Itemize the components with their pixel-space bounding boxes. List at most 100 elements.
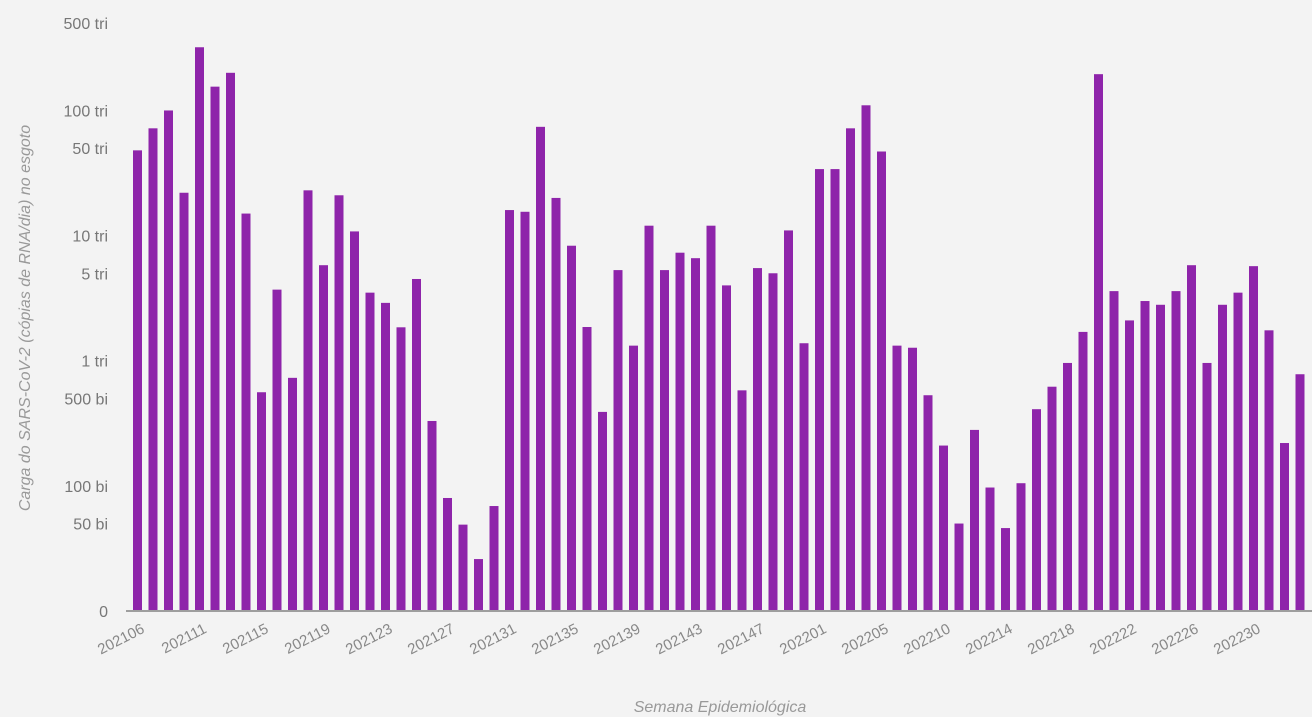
bar [303, 190, 313, 611]
x-tick-label: 202205 [839, 620, 891, 658]
x-tick-label: 202139 [591, 620, 643, 658]
x-tick-label: 202226 [1149, 620, 1201, 658]
bar [458, 524, 468, 611]
bar [474, 559, 483, 611]
y-tick-label: 100 bi [64, 479, 108, 496]
x-tick-label: 202123 [343, 620, 395, 658]
bar [520, 211, 530, 611]
bar [954, 523, 964, 611]
y-tick-label: 5 tri [81, 266, 108, 283]
bar [815, 169, 824, 611]
x-tick-label: 202218 [1025, 620, 1077, 658]
bar [443, 497, 452, 611]
bar [1280, 443, 1289, 611]
bar [365, 292, 375, 611]
bar [1233, 292, 1243, 611]
bar [923, 395, 933, 611]
y-tick-label: 10 tri [72, 229, 108, 246]
bar [1032, 409, 1041, 611]
bar [613, 270, 623, 611]
bar [1140, 301, 1150, 611]
bar [706, 225, 716, 611]
bar [288, 377, 297, 611]
bar [257, 392, 266, 611]
bar [846, 128, 855, 611]
x-tick-label: 202214 [963, 620, 1015, 658]
bar [1218, 304, 1227, 611]
bar [675, 252, 685, 611]
bar [753, 268, 762, 611]
bar [195, 47, 204, 611]
bar [830, 169, 840, 611]
x-tick-label: 202210 [901, 620, 953, 658]
bar [210, 86, 220, 611]
bar [1047, 386, 1057, 611]
bar [319, 265, 328, 611]
bar [551, 197, 561, 611]
bar [582, 327, 592, 611]
x-axis-title: Semana Epidemiológica [634, 699, 807, 716]
bar [892, 345, 902, 611]
bar [1171, 291, 1181, 611]
bar [799, 343, 809, 611]
bars [133, 47, 1305, 612]
bar [381, 302, 390, 611]
y-tick-label: 1 tri [81, 354, 108, 371]
y-axis-title: Carga do SARS-CoV-2 (cópias de RNA/dia) … [17, 125, 34, 511]
bar [536, 126, 545, 611]
bar [1016, 483, 1026, 611]
bar [660, 270, 669, 611]
bar [768, 273, 778, 611]
bar [148, 128, 158, 611]
bar [1264, 330, 1274, 611]
bar [908, 347, 917, 611]
bar [1078, 331, 1088, 611]
bar [1295, 374, 1305, 611]
bar [412, 278, 421, 611]
bar [722, 285, 731, 611]
bar [1156, 304, 1165, 611]
x-tick-label: 202127 [405, 620, 457, 658]
y-axis-ticks: 0 50 bi 100 bi 500 bi 1 tri 5 tri 10 tri 50 tri… [64, 16, 109, 621]
bar [691, 258, 700, 611]
bar [737, 390, 747, 611]
bar [1109, 291, 1119, 611]
bar [489, 506, 499, 611]
x-tick-label: 202135 [529, 620, 581, 658]
bar [629, 345, 638, 611]
bar [1125, 320, 1134, 611]
y-tick-label: 50 bi [73, 517, 108, 534]
bar [1249, 266, 1258, 611]
bar [1202, 362, 1212, 611]
y-tick-label: 100 tri [64, 103, 108, 120]
x-tick-label: 202201 [777, 620, 829, 658]
bar [1001, 528, 1010, 611]
y-tick-label: 500 bi [64, 391, 108, 408]
bar [598, 411, 607, 611]
x-tick-label: 202230 [1211, 620, 1263, 658]
y-tick-label: 50 tri [72, 141, 108, 158]
bar [505, 210, 514, 611]
bar [350, 231, 359, 612]
x-tick-label: 202131 [467, 620, 519, 658]
bar [1063, 362, 1072, 611]
x-axis-ticks: 202106 202111 202115 202119 202123 202127 2021… [95, 620, 1263, 658]
bar [567, 245, 576, 611]
bar [939, 445, 948, 611]
bar [179, 192, 189, 611]
x-tick-label: 202119 [282, 620, 333, 657]
x-tick-label: 202147 [715, 620, 767, 658]
bar [1187, 265, 1196, 611]
bar [861, 105, 871, 611]
bar [396, 327, 406, 611]
bar [272, 289, 282, 611]
bar [164, 110, 173, 612]
x-tick-label: 202111 [159, 620, 209, 657]
bar [784, 230, 793, 612]
bar [133, 150, 142, 611]
bar [970, 429, 979, 611]
bar [226, 72, 235, 612]
bar [427, 420, 437, 611]
x-tick-label: 202222 [1087, 620, 1139, 658]
